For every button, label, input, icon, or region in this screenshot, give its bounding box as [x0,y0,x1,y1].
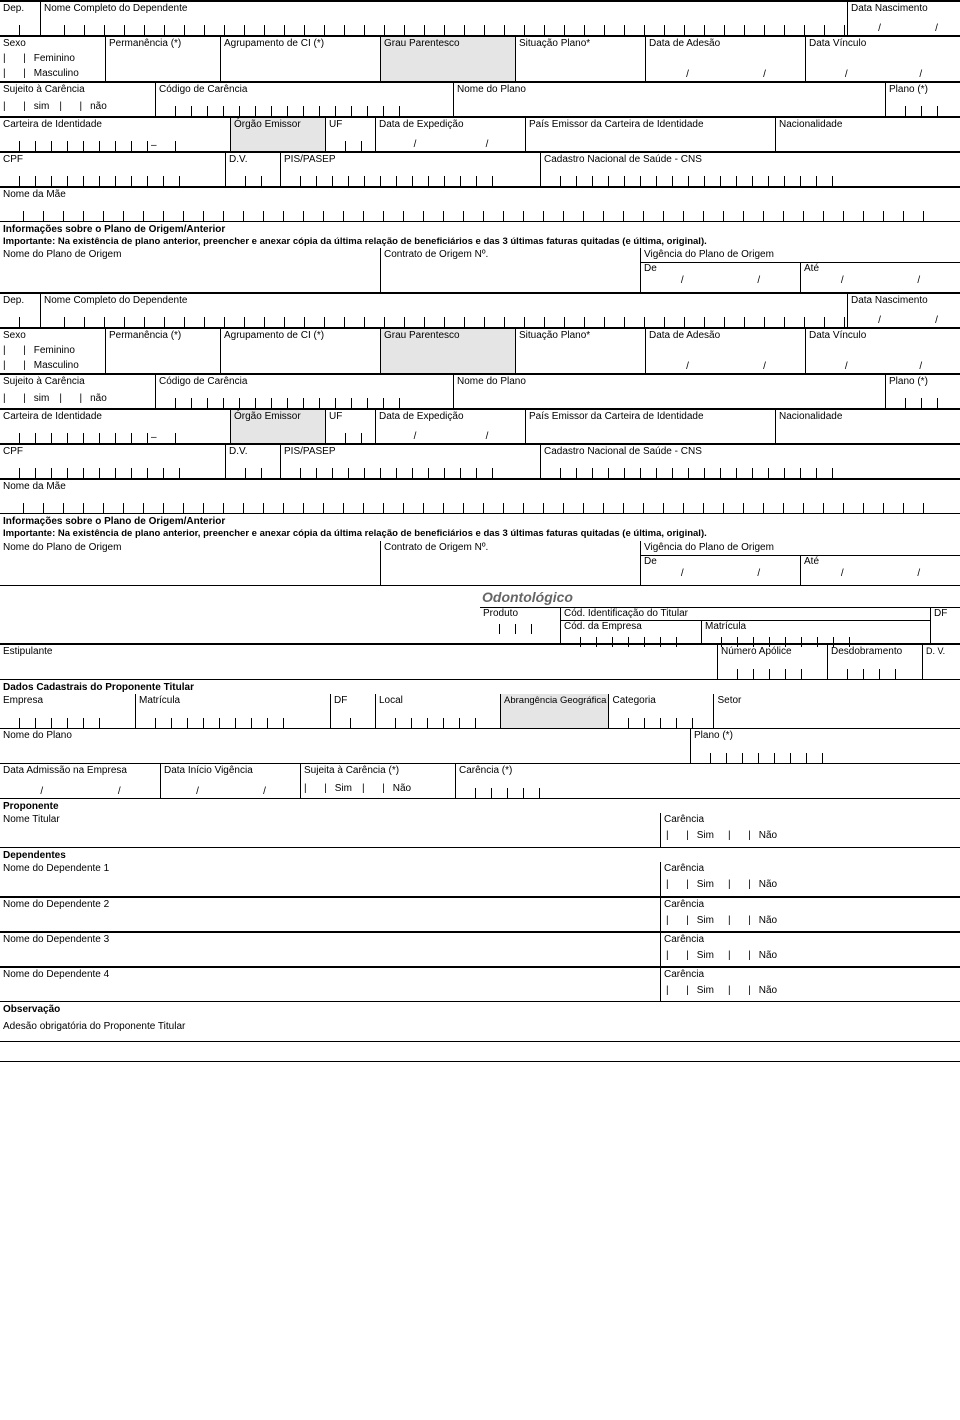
chk-nao[interactable]: | |não [59,392,106,406]
lbl-local: Local [379,695,498,707]
car-nao[interactable]: | |Não [728,829,777,843]
lbl-desdobramento: Desdobramento [831,646,920,658]
lbl-empresa: Empresa [3,695,133,707]
car-sim[interactable]: | |Sim [666,914,714,928]
chk-masculino[interactable]: | |Masculino [3,359,103,373]
lbl-categoria: Categoria [612,695,711,707]
odontologico-title: Odontológico [480,586,960,607]
lbl-data-adm-emp: Data Admissão na Empresa [3,765,158,777]
chk-sim[interactable]: | |sim [3,100,49,114]
hdr-observacao: Observação [3,1004,957,1016]
lbl-num-apolice: Número Apólice [721,646,825,658]
car-sim[interactable]: | |Sim [666,878,714,892]
lbl-abrang: Abrangência Geográfica [504,695,606,706]
lbl-df-1: DF [934,608,957,620]
lbl-carencia-ast: Carência (*) [459,765,563,777]
hdr-proponente: Proponente [3,801,957,813]
chk-nao[interactable]: | |não [59,100,106,114]
chk-sim-car[interactable]: | |Sim [304,782,352,796]
chk-feminino[interactable]: | |Feminino [3,52,103,66]
lbl-matricula-1: Matrícula [705,621,927,633]
car-nao[interactable]: | |Não [728,984,777,998]
lbl-produto: Produto [483,608,557,620]
chk-sim[interactable]: | |sim [3,392,49,406]
lbl-nome-plano-odonto: Nome do Plano [3,730,688,742]
chk-nao-car[interactable]: | |Não [362,782,411,796]
lbl-matricula-2: Matrícula [139,695,328,707]
chk-feminino[interactable]: | |Feminino [3,344,103,358]
chk-masculino[interactable]: | |Masculino [3,67,103,81]
lbl-dv-short: D. V. [926,646,958,657]
car-nao[interactable]: | |Não [728,914,777,928]
car-sim[interactable]: | |Sim [666,984,714,998]
lbl-cod-empresa: Cód. da Empresa [564,621,698,633]
lbl-cod-ident-tit: Cód. Identificação do Titular [561,608,930,620]
hdr-dados-cad: Dados Cadastrais do Proponente Titular [3,682,957,694]
lbl-plano-ast-odonto: Plano (*) [694,730,958,742]
lbl-data-ini-vig: Data Início Vigência [164,765,298,777]
txt-adesao-obrig: Adesão obrigatória do Proponente Titular [3,1021,957,1033]
car-nao[interactable]: | |Não [728,949,777,963]
car-sim[interactable]: | |Sim [666,949,714,963]
car-sim[interactable]: | |Sim [666,829,714,843]
lbl-estipulante: Estipulante [3,646,715,658]
lbl-suj-car-ast: Sujeita à Carência (*) [304,765,453,777]
lbl-df-2: DF [334,695,373,707]
lbl-setor: Setor [717,695,958,707]
car-nao[interactable]: | |Não [728,878,777,892]
